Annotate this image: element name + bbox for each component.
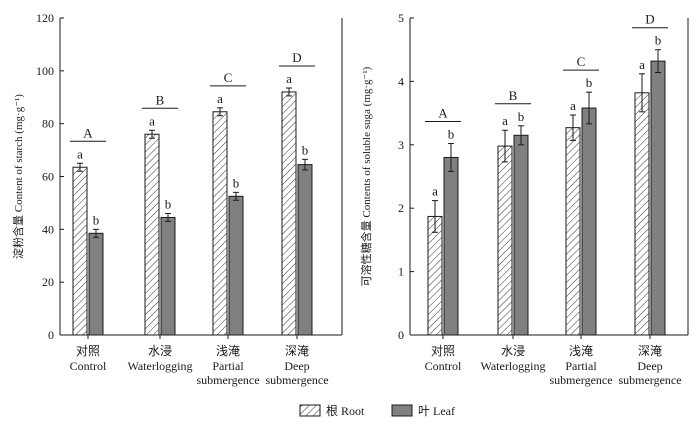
bar-leaf [581,107,597,336]
category-label-cn: 深淹 [638,344,662,358]
legend-root-swatch [299,404,321,417]
group-letter: D [292,50,301,65]
y-axis-label: 可溶性糖含量 Contents of soluble suga (mg·g⁻¹) [359,66,373,286]
category-label-cn: 深淹 [285,344,309,358]
significance-letter: a [570,98,576,113]
legend-leaf-swatch [391,404,413,417]
y-tick-label: 60 [42,170,54,184]
bar-root [565,127,581,336]
group-letter: B [156,92,165,107]
significance-letter: a [77,146,83,161]
category-label-cn: 水浸 [148,344,172,358]
significance-letter: b [93,212,100,227]
y-tick-label: 120 [36,11,54,25]
y-tick-label: 1 [398,265,404,279]
significance-letter: a [502,113,508,128]
group-letter: C [577,54,586,69]
category-label-cn: 浅淹 [569,344,593,358]
significance-letter: a [217,91,223,106]
bar-root [281,91,297,336]
starch-chart: 0 20 40 60 80 100 120 淀粉含量 Content of starch (m… [11,11,343,387]
category-label-en: Waterlogging [480,359,545,373]
soluble-sugar-chart: 0 1 2 3 4 5 可溶性糖含量 Contents of soluble suga (m… [359,11,689,387]
significance-letter: b [448,127,455,142]
bar-root [427,215,443,336]
bar-leaf [228,195,244,336]
category-label-en: submergence [618,373,681,387]
y-tick-label: 0 [48,328,54,342]
significance-letter: a [432,184,438,199]
significance-letter: a [149,113,155,128]
bar-leaf [160,216,176,336]
bar-leaf [513,134,529,336]
category-label-cn: 浅淹 [216,344,240,358]
group-letter: B [509,88,518,103]
significance-letter: a [639,57,645,72]
bar-leaf [650,60,666,336]
category-label-en: Partial [212,359,244,373]
bar-root [212,111,228,336]
y-tick-label: 40 [42,222,54,236]
bar-leaf [297,164,313,336]
significance-letter: b [233,175,240,190]
category-label-en: submergence [196,373,259,387]
bar-leaf [88,232,104,336]
y-tick-label: 5 [398,11,404,25]
significance-letter: b [518,109,525,124]
y-tick-label: 20 [42,275,54,289]
category-label-en: Partial [565,359,597,373]
y-tick-label: 100 [36,64,54,78]
significance-letter: b [165,196,172,211]
category-label-en: Control [425,359,462,373]
y-tick-label: 4 [398,74,404,88]
category-label-en: Deep [284,359,309,373]
y-tick-label: 80 [42,117,54,131]
category-label-cn: 水浸 [501,344,525,358]
category-label-en: Waterlogging [127,359,192,373]
category-label-en: submergence [265,373,328,387]
bar-root [634,92,650,336]
group-letter: A [438,106,448,121]
significance-letter: b [586,75,593,90]
y-tick-label: 3 [398,138,404,152]
y-axis-label: 淀粉含量 Content of starch (mg·g⁻¹) [11,94,25,259]
y-tick-label: 2 [398,201,404,215]
bar-root [144,133,160,336]
bar-leaf [443,156,459,336]
bar-root [72,166,88,336]
y-tick-label: 0 [398,328,404,342]
category-label-en: Deep [637,359,662,373]
significance-letter: b [302,142,309,157]
category-label-cn: 对照 [76,344,100,358]
category-label-cn: 对照 [431,344,455,358]
group-letter: C [224,70,233,85]
significance-letter: b [655,33,662,48]
legend-leaf-label: 叶 Leaf [418,404,455,418]
significance-letter: a [286,71,292,86]
legend: 根 Root 叶 Leaf [299,404,455,418]
legend-root-label: 根 Root [326,404,365,418]
group-letter: A [83,125,93,140]
group-letter: D [645,12,654,27]
category-label-en: submergence [549,373,612,387]
bar-root [497,145,513,336]
category-label-en: Control [70,359,107,373]
